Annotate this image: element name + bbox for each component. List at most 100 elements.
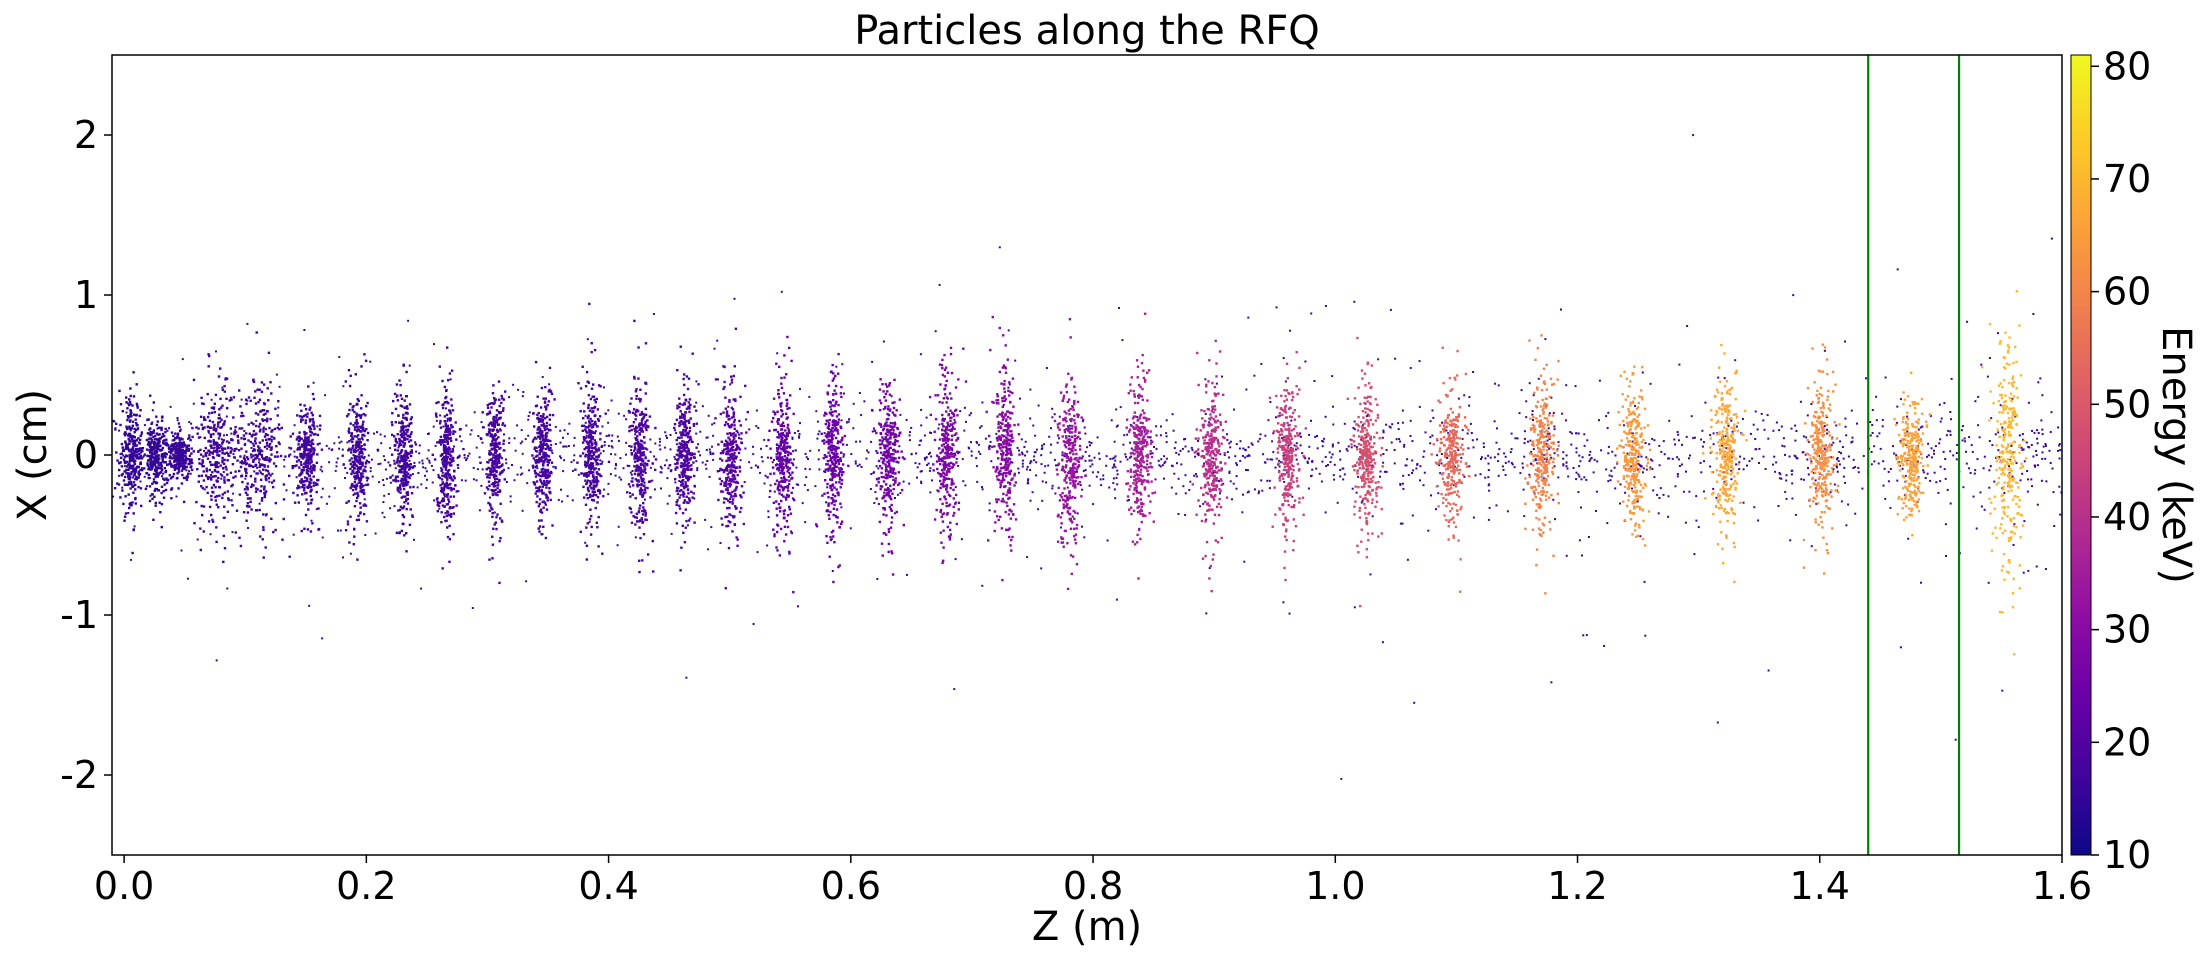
particle-point [208, 468, 211, 472]
particle-point [217, 506, 220, 509]
particle-point [2023, 520, 2026, 523]
particle-point [1774, 470, 1777, 473]
particle-point [667, 467, 670, 470]
particle-point [126, 426, 129, 430]
particle-point [1542, 477, 1545, 480]
particle-point [1964, 440, 1967, 443]
particle-point [180, 549, 183, 552]
particle-point [2030, 444, 2033, 447]
particle-point [1638, 464, 1641, 467]
particle-point [243, 461, 246, 464]
particle-point [312, 420, 315, 423]
particle-point [401, 434, 405, 437]
particle-point [171, 475, 174, 479]
particle-point [1021, 462, 1024, 465]
particle-point [303, 430, 306, 434]
particle-point [409, 432, 413, 436]
particle-point [2014, 415, 2017, 418]
particle-point [420, 587, 423, 590]
particle-point [245, 432, 248, 435]
particle-point [376, 431, 378, 434]
particle-point [274, 528, 277, 532]
particle-point [131, 447, 134, 450]
particle-point [1949, 502, 1952, 505]
particle-point [157, 464, 160, 467]
particle-point [1194, 455, 1197, 458]
particle-point [1350, 446, 1353, 449]
particle-point [1701, 429, 1704, 432]
particle-point [397, 446, 400, 449]
particle-point [216, 425, 220, 428]
particle-point [451, 506, 454, 510]
particle-point [1025, 468, 1028, 471]
particle-point [394, 444, 397, 447]
particle-point [216, 447, 219, 450]
particle-point [312, 451, 315, 454]
particle-point [413, 461, 416, 464]
particle-point [451, 450, 455, 453]
particle-point [185, 448, 188, 452]
particle-point [201, 465, 204, 468]
particle-point [139, 409, 142, 412]
particle-point [1215, 382, 1218, 385]
particle-point [152, 431, 155, 434]
particle-point [438, 501, 442, 504]
particle-point [124, 461, 128, 464]
particle-point [1930, 447, 1933, 450]
particle-point [1476, 438, 1479, 441]
particle-point [171, 465, 174, 468]
particle-point [773, 533, 776, 536]
particle-point [222, 447, 225, 450]
particle-point [454, 484, 457, 487]
particle-point [182, 450, 185, 453]
particle-point [185, 446, 188, 449]
particle-point [2058, 444, 2061, 447]
particle-point [465, 459, 468, 461]
particle-point [1956, 444, 1959, 446]
particle-point [449, 476, 453, 479]
particle-point [258, 465, 261, 468]
particle-point [1021, 459, 1024, 462]
particle-point [1208, 567, 1211, 570]
particle-point [443, 515, 446, 519]
particle-point [407, 319, 410, 322]
particle-point [183, 464, 186, 467]
plot-area [112, 55, 2062, 855]
particle-point [1653, 439, 1656, 442]
particle-point [405, 532, 408, 535]
particle-point [793, 432, 796, 434]
particle-point [112, 495, 115, 498]
particle-point [396, 457, 399, 461]
particle-point [1068, 424, 1071, 427]
particle-point [1242, 447, 1245, 450]
particle-point [178, 461, 182, 464]
particle-point [449, 412, 452, 415]
particle-point [1018, 449, 1020, 452]
particle-point [355, 440, 358, 443]
particle-point [1561, 412, 1564, 415]
particle-point [297, 501, 300, 504]
particle-point [246, 399, 249, 402]
particle-point [356, 474, 360, 478]
particle-point [1690, 415, 1693, 418]
particle-point [399, 465, 403, 468]
particle-point [244, 469, 247, 472]
particle-point [791, 437, 794, 440]
particle-point [1844, 340, 1846, 343]
particle-point [210, 474, 212, 476]
particle-point [1332, 474, 1335, 477]
particle-point [215, 479, 218, 482]
particle-point [1126, 458, 1129, 461]
particle-point [1324, 415, 1327, 418]
particle-point [1944, 523, 1947, 526]
particle-point [460, 479, 463, 482]
particle-point [559, 429, 562, 432]
particle-point [356, 468, 360, 471]
particle-point [306, 466, 309, 470]
particle-point [1583, 444, 1586, 447]
particle-point [1027, 478, 1030, 481]
particle-point [1497, 460, 1500, 463]
particle-point [366, 483, 370, 486]
particle-point [825, 501, 827, 504]
particle-point [2035, 565, 2038, 568]
